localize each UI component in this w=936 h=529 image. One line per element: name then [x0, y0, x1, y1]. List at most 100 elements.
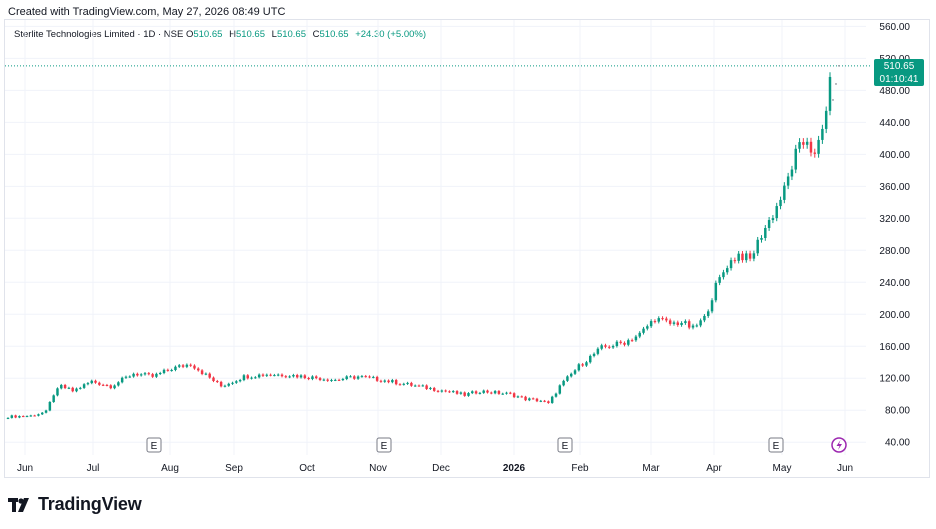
x-tick-label: Mar	[642, 463, 660, 474]
candle-body	[113, 385, 116, 389]
candle-body	[56, 388, 59, 396]
symbol-legend: Sterlite Technologies Limited · 1D · NSE…	[14, 29, 426, 40]
candle-body	[703, 315, 706, 321]
candle-body	[474, 391, 478, 394]
candle-body	[410, 382, 413, 386]
candle-body	[200, 370, 204, 375]
x-tick-label: Jun	[837, 463, 853, 474]
candle-body	[6, 417, 10, 419]
candle-body	[197, 368, 200, 371]
candle-body	[52, 395, 55, 402]
candle-body	[10, 415, 14, 418]
change-value: +24.30 (+5.00%)	[355, 29, 426, 40]
candle-body	[406, 382, 409, 384]
candle-body	[706, 311, 710, 316]
candle-body	[155, 373, 158, 377]
candle-body	[265, 374, 269, 376]
candle-body	[562, 380, 565, 386]
candle-body	[524, 396, 527, 401]
chart-frame	[4, 19, 930, 478]
candle-body	[242, 375, 246, 381]
candle-body	[398, 384, 402, 386]
candle-body	[566, 376, 569, 381]
candle-body	[665, 318, 668, 321]
candle-body	[372, 376, 375, 378]
candle-body	[718, 277, 721, 283]
candle-body	[25, 416, 29, 418]
candle-body	[455, 391, 459, 394]
candle-body	[680, 323, 683, 325]
candle-body	[208, 373, 211, 378]
candle-body	[649, 321, 653, 327]
candle-body	[512, 393, 516, 398]
candle-body	[109, 385, 112, 389]
candle-body	[695, 325, 699, 327]
candle-body	[722, 272, 725, 278]
candle-body	[295, 375, 299, 378]
bar-countdown: 01:10:41	[879, 74, 919, 85]
earnings-marker	[146, 437, 162, 453]
candle-body	[577, 364, 581, 371]
candle-body	[714, 282, 718, 301]
y-tick-label: 560.00	[879, 22, 910, 33]
earnings-marker	[376, 437, 392, 453]
symbol-name: Sterlite Technologies Limited · 1D · NSE	[14, 29, 184, 40]
open-label: O	[185, 29, 194, 40]
candle-body	[646, 326, 649, 329]
candle-body	[429, 387, 432, 389]
x-tick-label: Jul	[87, 463, 100, 474]
candle-body	[334, 379, 337, 381]
candle-body	[436, 390, 440, 392]
candle-body	[790, 169, 794, 177]
candle-body	[48, 401, 52, 411]
candle-body	[779, 199, 782, 207]
candle-body	[33, 415, 36, 417]
candle-body	[748, 253, 752, 259]
close-label: C	[312, 29, 320, 40]
candle-body	[634, 336, 638, 341]
low-value: 510.65	[276, 29, 306, 40]
candle-body	[21, 416, 25, 418]
candle-body	[478, 392, 482, 394]
candle-body	[676, 322, 680, 325]
candle-body	[432, 387, 436, 391]
candle-body	[273, 375, 276, 377]
candle-body	[345, 376, 348, 380]
candle-body	[448, 391, 451, 393]
x-tick-label: Feb	[571, 463, 589, 474]
candle-body	[630, 340, 634, 342]
y-tick-label: 360.00	[879, 182, 910, 193]
candle-body	[90, 380, 93, 384]
candle-body	[257, 374, 261, 378]
candle-body	[661, 318, 664, 320]
candle-body	[710, 300, 714, 312]
candle-body	[158, 372, 162, 374]
chart-caption: Created with TradingView.com, May 27, 20…	[8, 6, 286, 18]
candle-body	[737, 253, 740, 261]
candle-body	[353, 376, 356, 379]
candle-body	[326, 379, 329, 381]
candle-body	[219, 381, 223, 387]
candle-body	[82, 384, 86, 388]
candle-body	[379, 380, 383, 382]
candle-body	[596, 348, 600, 354]
candle-body	[505, 392, 508, 394]
candle-body	[733, 260, 737, 262]
candle-body	[41, 412, 44, 415]
candle-body	[501, 393, 504, 395]
candle-body	[223, 385, 227, 387]
candle-body	[425, 385, 428, 389]
candle-body	[238, 380, 242, 382]
candle-body	[741, 253, 744, 261]
candle-body	[691, 325, 695, 328]
candle-body	[307, 378, 310, 380]
lightning-icon	[836, 440, 842, 450]
candle-body	[817, 139, 820, 154]
tradingview-logo[interactable]: TradingView	[8, 494, 142, 515]
x-tick-label: May	[773, 463, 792, 474]
candle-body	[101, 384, 105, 386]
candle-body	[227, 383, 230, 386]
candle-body	[105, 384, 109, 386]
candle-body	[828, 76, 832, 111]
